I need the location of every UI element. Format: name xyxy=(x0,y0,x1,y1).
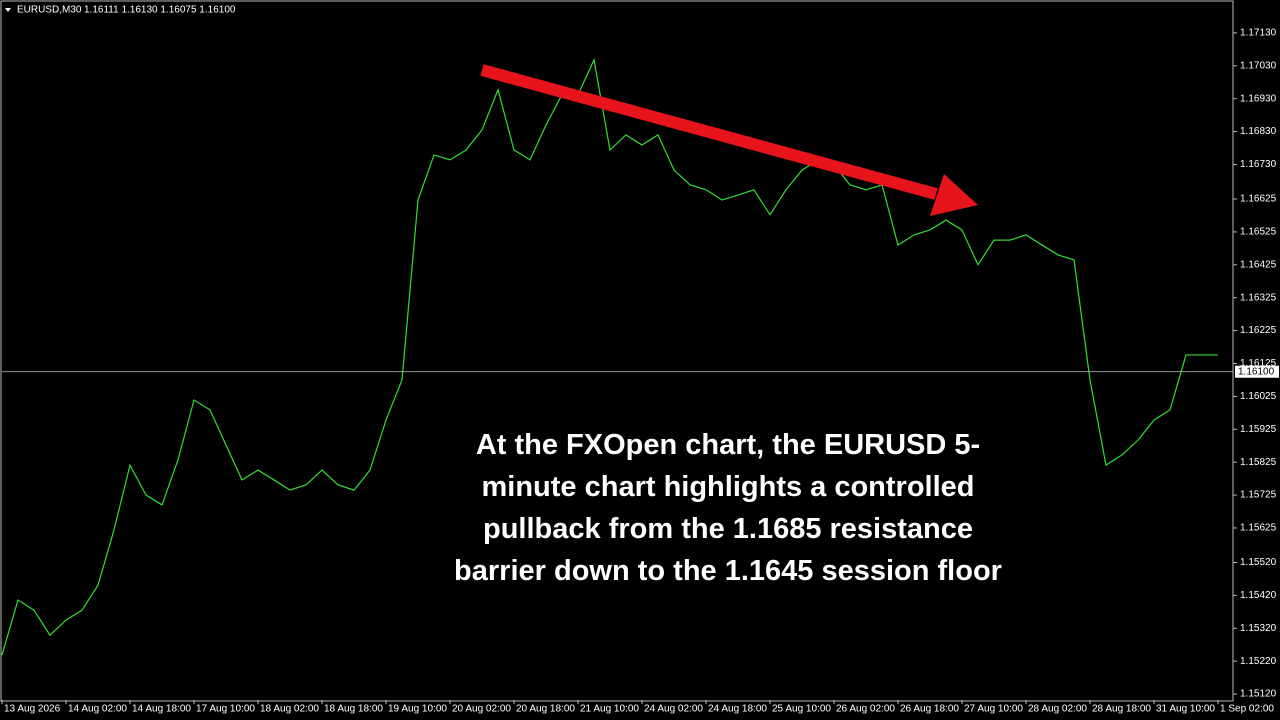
x-tick-label: 13 Aug 2026 xyxy=(4,704,61,715)
x-tick-label: 24 Aug 02:00 xyxy=(644,704,703,715)
symbol: EURUSD,M30 xyxy=(17,5,82,16)
plot-frame xyxy=(0,0,1234,702)
x-tick-label: 26 Aug 02:00 xyxy=(836,704,895,715)
x-tick-label: 25 Aug 10:00 xyxy=(772,704,831,715)
y-tick-label: 1.16525 xyxy=(1240,227,1277,238)
x-tick-label: 31 Aug 10:00 xyxy=(1156,704,1215,715)
y-tick-label: 1.16025 xyxy=(1240,391,1277,402)
x-tick-label: 20 Aug 02:00 xyxy=(452,704,511,715)
x-tick-label: 26 Aug 18:00 xyxy=(900,704,959,715)
y-tick-label: 1.15220 xyxy=(1240,656,1277,667)
x-tick-label: 27 Aug 10:00 xyxy=(964,704,1023,715)
price-line xyxy=(1,57,1218,656)
x-tick-label: 18 Aug 02:00 xyxy=(260,704,319,715)
arrow xyxy=(480,64,978,216)
y-tick-label: 1.16125 xyxy=(1240,358,1277,369)
y-tick-label: 1.15120 xyxy=(1240,689,1277,700)
y-tick-label: 1.16730 xyxy=(1240,159,1277,170)
series-layer xyxy=(1,57,1218,656)
x-tick-label: 17 Aug 10:00 xyxy=(196,704,255,715)
x-tick-label: 19 Aug 10:00 xyxy=(388,704,447,715)
y-tick-label: 1.16225 xyxy=(1240,325,1277,336)
x-tick-label: 14 Aug 18:00 xyxy=(132,704,191,715)
arrow-head xyxy=(930,174,978,216)
x-tick-label: 24 Aug 18:00 xyxy=(708,704,767,715)
x-tick-label: 20 Aug 18:00 xyxy=(516,704,575,715)
x-tick-label: 18 Aug 18:00 xyxy=(324,704,383,715)
y-tick-label: 1.15725 xyxy=(1240,490,1277,501)
ohlc: 1.16111 1.16130 1.16075 1.16100 xyxy=(84,5,236,16)
current-price-box xyxy=(1235,365,1279,378)
annotation: At the FXOpen chart, the EURUSD 5-minute… xyxy=(454,429,1002,587)
y-tick-label: 1.15925 xyxy=(1240,424,1277,435)
y-tick-label: 1.17030 xyxy=(1240,60,1277,71)
x-tick-label: 28 Aug 18:00 xyxy=(1092,704,1151,715)
y-tick-label: 1.15625 xyxy=(1240,523,1277,534)
x-tick-label: 28 Aug 02:00 xyxy=(1028,704,1087,715)
x-tick-label: 14 Aug 02:00 xyxy=(68,704,127,715)
y-tick-label: 1.15520 xyxy=(1240,557,1277,568)
y-tick-label: 1.15320 xyxy=(1240,623,1277,634)
y-tick-label: 1.15420 xyxy=(1240,590,1277,601)
x-tick-label: 21 Aug 10:00 xyxy=(580,704,639,715)
y-tick-label: 1.16930 xyxy=(1240,93,1277,104)
y-tick-label: 1.16425 xyxy=(1240,259,1277,270)
menu-triangle xyxy=(5,8,11,12)
arrow-shaft xyxy=(480,64,938,200)
current-price-label: 1.16100 xyxy=(1238,366,1275,377)
y-tick-label: 1.16830 xyxy=(1240,126,1277,137)
x-tick-label: 1 Sep 02:00 xyxy=(1220,704,1274,715)
y-tick-label: 1.16625 xyxy=(1240,194,1277,205)
y-tick-label: 1.15825 xyxy=(1240,457,1277,468)
y-tick-label: 1.17130 xyxy=(1240,28,1277,39)
y-tick-label: 1.16325 xyxy=(1240,292,1277,303)
